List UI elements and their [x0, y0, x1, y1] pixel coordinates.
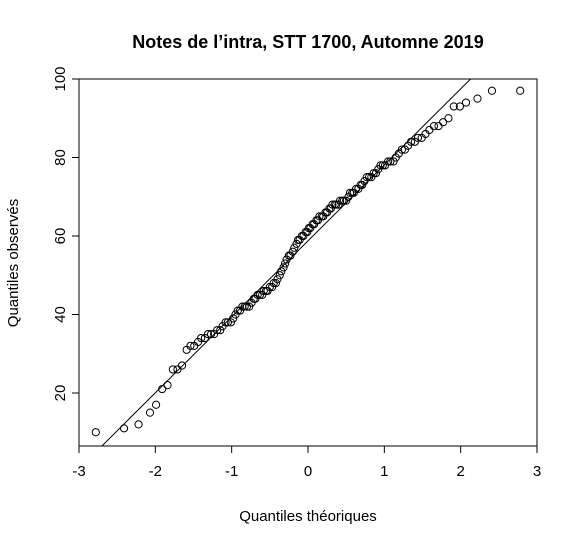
data-point	[516, 86, 525, 95]
data-point	[362, 173, 371, 182]
data-point	[389, 157, 398, 166]
data-point	[455, 102, 465, 111]
data-point	[221, 318, 230, 327]
data-point	[335, 196, 345, 205]
data-point	[288, 247, 297, 256]
data-point	[279, 263, 288, 272]
data-point	[216, 326, 225, 335]
data-point	[473, 94, 482, 103]
data-point	[158, 384, 167, 394]
data-point	[145, 408, 155, 417]
y-tick-label: 80	[52, 149, 69, 166]
data-point	[345, 188, 355, 197]
y-axis-label: Quantiles observés	[5, 199, 22, 327]
data-point	[434, 122, 443, 131]
x-tick-label: 1	[380, 463, 388, 480]
data-point	[177, 361, 187, 370]
data-point	[429, 122, 439, 131]
data-point	[376, 161, 385, 170]
x-tick-label: 3	[533, 463, 541, 480]
data-point	[461, 98, 471, 107]
x-tick-label: -2	[149, 463, 162, 480]
data-point	[342, 196, 351, 205]
y-tick-label: 60	[52, 228, 69, 245]
data-point	[275, 271, 284, 280]
x-tick-label: -3	[72, 463, 85, 480]
data-point	[173, 365, 182, 374]
y-tick-label: 20	[52, 385, 69, 402]
data-point	[213, 326, 222, 335]
data-point	[397, 145, 406, 154]
data-point	[449, 102, 458, 111]
data-point	[163, 381, 172, 390]
data-point	[271, 279, 281, 288]
qq-reference-line	[101, 79, 471, 446]
plot-area: -3 -2 -1 0 1 2 3 20 40 60 80 100	[52, 66, 541, 480]
data-point	[439, 118, 448, 127]
data-point	[259, 286, 268, 296]
y-tick-label: 100	[52, 66, 69, 91]
data-point	[378, 161, 387, 170]
data-point	[253, 290, 262, 299]
data-point	[406, 137, 416, 146]
data-point	[226, 318, 236, 327]
x-tick-label: 0	[304, 463, 312, 480]
data-point	[119, 424, 129, 433]
data-point	[371, 169, 381, 178]
data-point	[134, 420, 143, 429]
data-point	[384, 157, 393, 166]
data-point	[245, 302, 254, 311]
data-point	[328, 200, 337, 209]
data-point	[286, 251, 295, 260]
data-point	[444, 114, 453, 123]
data-point	[413, 133, 423, 142]
data-point	[273, 275, 282, 284]
data-point	[240, 302, 249, 311]
data-point	[229, 314, 238, 323]
chart-title: Notes de l’intra, STT 1700, Automne 2019	[132, 32, 483, 52]
data-point	[290, 243, 299, 252]
data-point	[197, 333, 206, 343]
data-point	[151, 400, 161, 409]
data-point	[186, 341, 195, 351]
data-point	[487, 86, 497, 95]
data-point	[168, 365, 177, 374]
data-point	[281, 259, 290, 268]
data-point	[203, 330, 213, 339]
x-tick-label: 2	[456, 463, 464, 480]
data-point	[91, 428, 100, 437]
data-point	[223, 318, 232, 327]
data-point	[277, 267, 286, 276]
y-tick-label: 40	[52, 306, 69, 323]
x-tick-label: -1	[225, 463, 238, 480]
data-point	[386, 157, 395, 166]
data-point	[206, 330, 216, 339]
data-point	[315, 212, 324, 221]
x-axis-label: Quantiles théoriques	[239, 508, 377, 525]
plot-frame	[78, 78, 538, 447]
data-point	[358, 180, 367, 190]
